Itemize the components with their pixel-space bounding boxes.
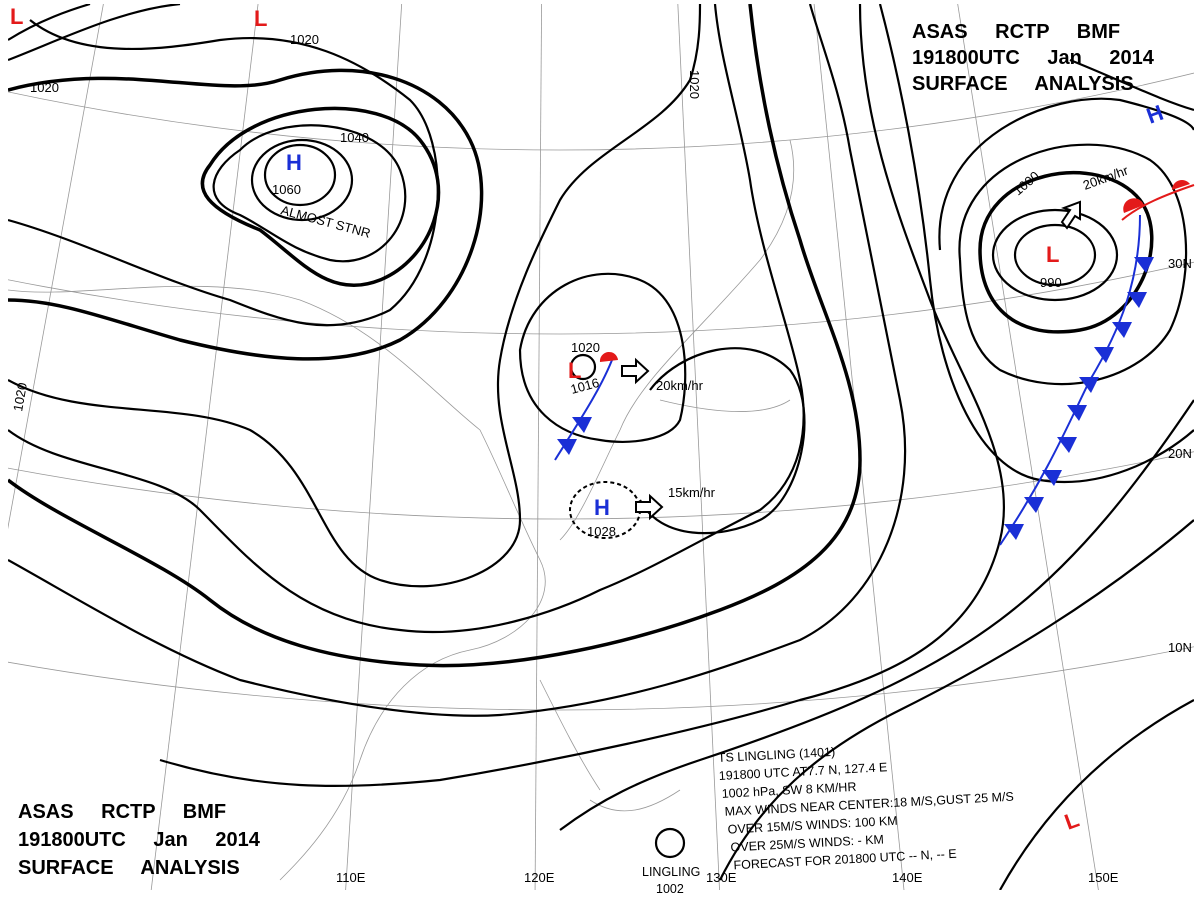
high-symbol: H bbox=[594, 495, 610, 520]
isobar-label: 1020 bbox=[30, 80, 59, 95]
cold-front-triangle bbox=[1094, 347, 1114, 363]
longitude-label: 110E bbox=[336, 870, 366, 885]
typhoon-line: TS LINGLING (1401) bbox=[718, 745, 836, 765]
cold-front-triangle bbox=[572, 417, 592, 433]
cold-front-triangle bbox=[1127, 292, 1147, 308]
longitude-label: 140E bbox=[892, 870, 923, 885]
header-line: ASAS RCTP BMF bbox=[912, 21, 1120, 43]
header-line: 191800UTC Jan 2014 bbox=[912, 47, 1155, 69]
cold-front-triangle bbox=[1024, 497, 1044, 513]
longitude-label: 120E bbox=[524, 870, 555, 885]
pressure-value: 1060 bbox=[272, 182, 301, 197]
pressure-value: 990 bbox=[1040, 275, 1062, 290]
typhoon-pressure: 1002 bbox=[656, 882, 684, 896]
low-symbol: L bbox=[10, 4, 23, 29]
cold-front-triangle bbox=[1134, 257, 1154, 273]
cold-front-triangle bbox=[1057, 437, 1077, 453]
high-symbol: H bbox=[286, 150, 302, 175]
fronts bbox=[554, 180, 1195, 546]
motion-speed: 20km/hr bbox=[656, 378, 704, 393]
latitude-label: 20N bbox=[1168, 446, 1192, 461]
pressure-value: 1028 bbox=[587, 524, 616, 539]
cold-front-triangle bbox=[1004, 524, 1024, 540]
latitude-label: 10N bbox=[1168, 640, 1192, 655]
cold-front-triangle bbox=[1079, 377, 1099, 393]
isobar-label: 1020 bbox=[10, 381, 30, 412]
isobar-label: 1020 bbox=[571, 340, 600, 355]
cold-front-triangle bbox=[1042, 470, 1062, 486]
cold-front-triangle bbox=[557, 439, 577, 455]
cold-front-marks bbox=[557, 257, 1154, 540]
isobar-label: 1020 bbox=[290, 32, 319, 47]
low-symbol: L bbox=[568, 358, 581, 383]
footer-line: ASAS RCTP BMF bbox=[18, 801, 226, 823]
longitude-label: 130E bbox=[706, 870, 737, 885]
longitude-label: 150E bbox=[1088, 870, 1119, 885]
motion-arrows bbox=[621, 200, 1081, 521]
isobar-label: 1020 bbox=[687, 70, 702, 99]
footer-line: 191800UTC Jan 2014 bbox=[18, 829, 261, 851]
latitude-label: 30N bbox=[1168, 256, 1192, 271]
isobar-label: 1040 bbox=[340, 130, 369, 145]
isobars bbox=[8, 4, 1194, 890]
cold-front-triangle bbox=[1112, 322, 1132, 338]
motion-speed: 15km/hr bbox=[668, 485, 716, 500]
low-symbol: L bbox=[254, 6, 267, 31]
typhoon-name: LINGLING bbox=[642, 865, 700, 879]
pressure-value: 1016 bbox=[569, 375, 601, 397]
footer-line: SURFACE ANALYSIS bbox=[18, 857, 240, 879]
header-line: SURFACE ANALYSIS bbox=[912, 73, 1134, 95]
low-symbol: L bbox=[1046, 242, 1059, 267]
cold-front-triangle bbox=[1067, 405, 1087, 421]
